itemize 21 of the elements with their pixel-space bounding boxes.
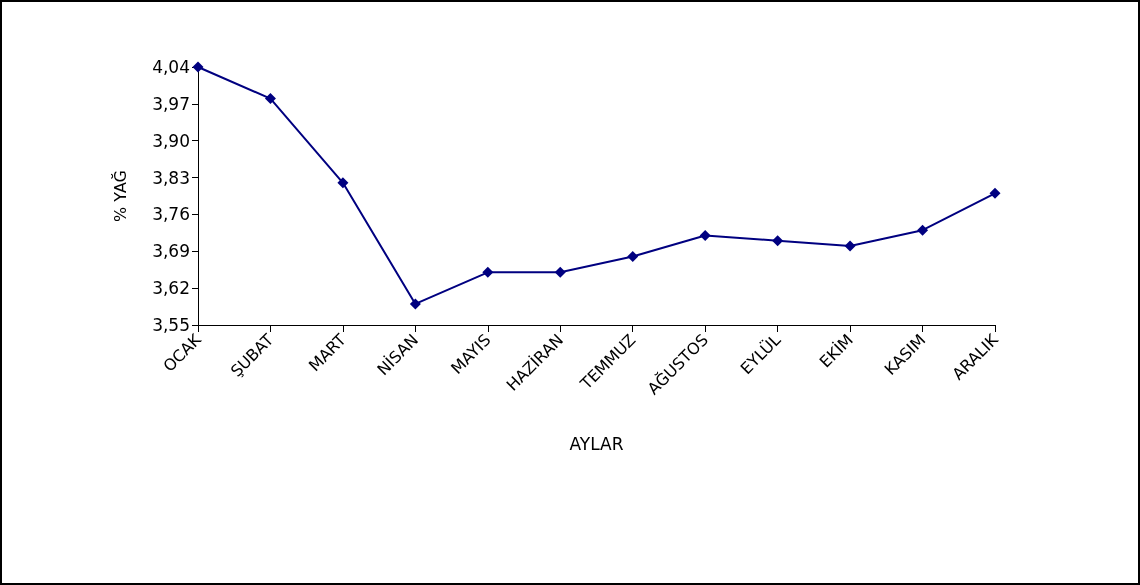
y-axis-title: % YAĞ <box>110 170 130 222</box>
y-tick-label: 3,55 <box>152 315 190 335</box>
point <box>337 177 349 189</box>
x-axis-title: AYLAR <box>569 433 624 454</box>
point <box>917 224 929 236</box>
y-tick-label: 3,76 <box>152 204 190 225</box>
point <box>264 93 276 105</box>
point <box>409 298 421 310</box>
y-tick-label: 3,62 <box>152 278 190 299</box>
point <box>699 229 711 241</box>
y-tick-label: 3,97 <box>152 93 190 114</box>
y-tick-label: 3,90 <box>152 130 190 151</box>
y-tick-label: 3,83 <box>152 167 190 188</box>
point <box>554 266 566 278</box>
point <box>627 251 639 263</box>
point <box>482 266 494 278</box>
y-tick-label: 4,04 <box>152 57 190 77</box>
point <box>772 235 784 247</box>
y-tick-label: 3,69 <box>152 241 190 262</box>
point <box>844 240 856 252</box>
point <box>989 187 1001 199</box>
